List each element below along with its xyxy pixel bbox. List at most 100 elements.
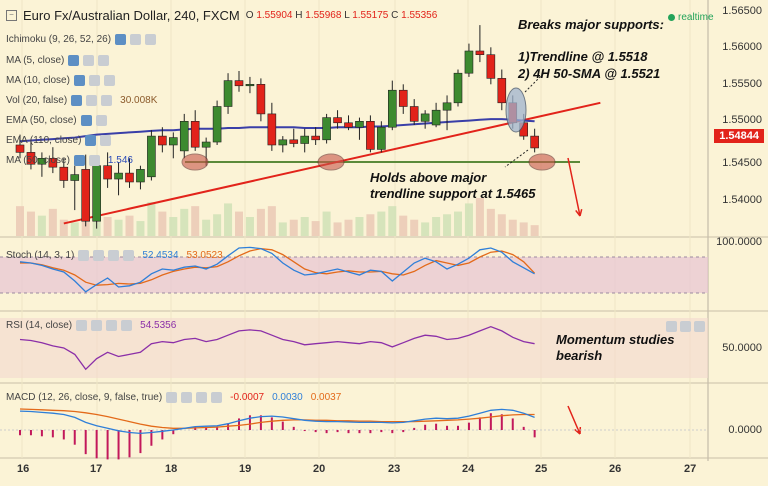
settings-icon[interactable] [130, 34, 142, 45]
legend-volume[interactable]: Vol (20, false) 30.008K [6, 95, 157, 106]
volume-bar [454, 211, 462, 236]
settings-icon[interactable] [83, 55, 95, 66]
close-icon[interactable] [98, 55, 110, 66]
eye-icon[interactable] [85, 135, 97, 146]
date-label: 24 [462, 463, 475, 475]
settings-icon[interactable] [95, 115, 107, 126]
volume-bar [355, 217, 364, 236]
date-label: 18 [165, 463, 178, 475]
close-icon[interactable] [181, 392, 193, 403]
stoch-d-line [20, 247, 536, 286]
eye-icon[interactable] [68, 55, 80, 66]
candle-body [387, 89, 397, 128]
ma5-label: MA (5, close) [6, 55, 65, 66]
volume-bar [180, 208, 189, 236]
collapse-icon[interactable]: − [6, 10, 17, 21]
candle-body [114, 172, 123, 180]
ohlc-readout: O 1.55904 H 1.55968 L 1.55175 C 1.55356 [246, 10, 438, 21]
legend-macd[interactable]: MACD (12, 26, close, 9, false, true) -0.… [6, 392, 341, 403]
legend-rsi[interactable]: RSI (14, close) 54.5356 [6, 320, 176, 331]
close-icon[interactable] [145, 34, 157, 45]
candle-body [442, 102, 452, 111]
price-tick: 1.56500 [722, 5, 762, 17]
volume-bar [245, 217, 254, 236]
leader-line [504, 149, 529, 168]
volume-bar [289, 219, 298, 236]
price-tick: 1.55000 [722, 114, 762, 126]
candle-body [212, 106, 222, 143]
more-icon[interactable] [106, 320, 118, 331]
volume-bar [344, 219, 353, 236]
volume-bar [497, 214, 506, 236]
settings-icon[interactable] [88, 75, 100, 86]
maximize-icon[interactable] [694, 321, 705, 332]
volume-bar [136, 221, 145, 236]
eye-icon[interactable] [71, 95, 83, 106]
volume-bar [70, 222, 79, 236]
settings-icon[interactable] [76, 320, 88, 331]
eye-icon[interactable] [80, 115, 92, 126]
eye-icon[interactable] [73, 75, 85, 86]
more-icon[interactable] [196, 392, 208, 403]
eye-icon[interactable] [73, 155, 85, 166]
legend-stoch[interactable]: Stoch (14, 3, 1) 52.4534 53.0523 [6, 250, 223, 261]
annotation-holds-line1: Holds above major [370, 170, 487, 185]
legend-ichimoku[interactable]: Ichimoku (9, 26, 52, 26) [6, 34, 157, 45]
move-up-icon[interactable] [666, 321, 677, 332]
ma10-label: MA (10, close) [6, 75, 70, 86]
settings-icon[interactable] [78, 250, 90, 261]
legend-ma5[interactable]: MA (5, close) [6, 55, 110, 66]
more-icon[interactable] [108, 250, 120, 261]
candle-body [37, 158, 47, 165]
legend-ema50[interactable]: EMA (50, close) [6, 115, 107, 126]
rsi-panel-controls[interactable] [666, 321, 705, 332]
settings-icon[interactable] [166, 392, 178, 403]
symbol-title[interactable]: Euro Fx/Australian Dollar, 240, FXCM [23, 8, 240, 23]
macd-signal-value: 0.0037 [310, 392, 342, 403]
candle-body [311, 135, 320, 141]
close-icon[interactable] [93, 250, 105, 261]
stoch-k-value: 52.4534 [142, 250, 179, 261]
eye-icon[interactable] [115, 34, 127, 45]
settings-icon[interactable] [86, 95, 98, 106]
volume-bar [322, 211, 331, 236]
support-touch-ellipse [317, 153, 345, 171]
volume-bar [377, 211, 386, 236]
candle-body [420, 113, 430, 122]
candle-body [70, 174, 80, 181]
volume-label: Vol (20, false) [6, 95, 68, 106]
macd-hist-value: -0.0007 [230, 392, 265, 403]
close-icon[interactable] [91, 320, 103, 331]
candle-body [15, 144, 25, 153]
volume-value: 30.008K [120, 95, 158, 106]
candle-body [92, 165, 101, 222]
bearish-arrow-macd-head [574, 426, 582, 435]
stoch-k-line [19, 246, 535, 293]
low-value: 1.55175 [352, 10, 389, 21]
stoch-axis-label: 100.0000 [716, 236, 762, 248]
candle-body [125, 172, 134, 183]
settings-icon[interactable] [88, 155, 100, 166]
move-down-icon[interactable] [680, 321, 691, 332]
volume-bar [59, 219, 68, 236]
macd-label: MACD (12, 26, close, 9, false, true) [6, 392, 163, 403]
annotation-momentum-line1: Momentum studies [556, 332, 675, 347]
rsi-axis-label: 50.0000 [722, 342, 762, 354]
settings-icon[interactable] [100, 135, 112, 146]
high-value: 1.55968 [305, 10, 342, 21]
legend-ma10[interactable]: MA (10, close) [6, 75, 115, 86]
legend-ema110[interactable]: EMA (110, close) [6, 135, 112, 146]
delete-icon[interactable] [211, 392, 223, 403]
close-icon[interactable] [101, 95, 113, 106]
close-icon[interactable] [103, 75, 115, 86]
bearish-arrow-price-head [575, 209, 583, 217]
candle-body [366, 121, 375, 150]
delete-icon[interactable] [121, 320, 133, 331]
breakdown-ellipse [505, 87, 527, 133]
legend-ma50[interactable]: MA (50, close) 1.546 [6, 155, 133, 166]
bearish-arrow-price [567, 157, 581, 217]
realtime-label: realtime [678, 12, 714, 23]
delete-icon[interactable] [123, 250, 135, 261]
